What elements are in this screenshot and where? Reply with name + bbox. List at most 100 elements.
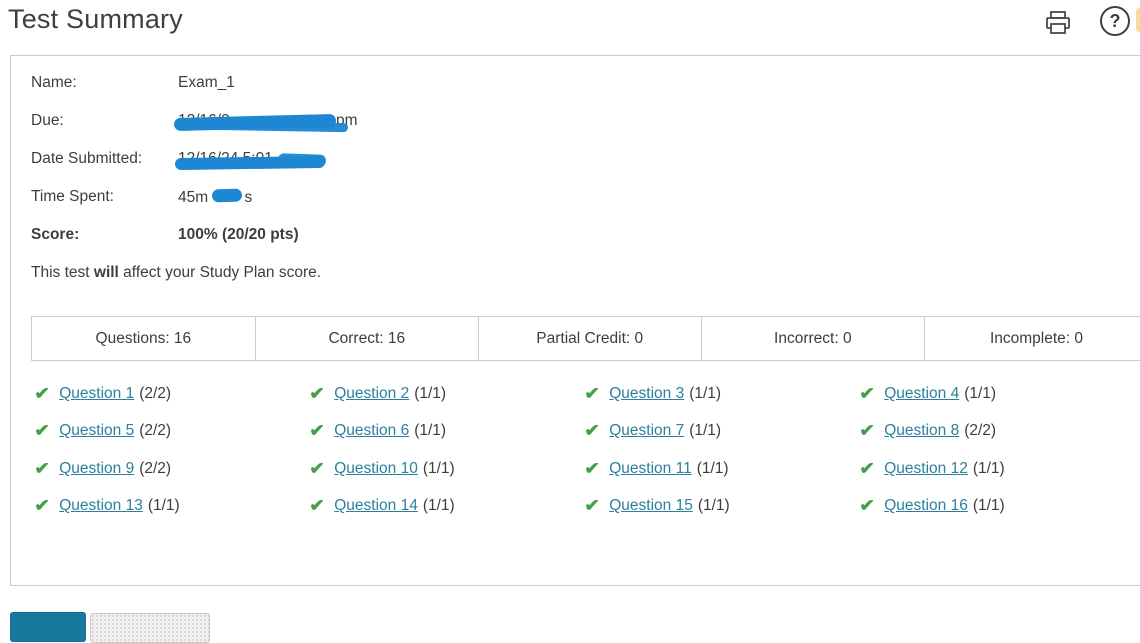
redaction-scribble bbox=[212, 188, 243, 203]
question-points: (1/1) bbox=[414, 422, 447, 440]
primary-action-button[interactable] bbox=[10, 612, 86, 642]
time-spent-label: Time Spent: bbox=[31, 188, 114, 205]
question-item: ✔ Question 5 (2/2) bbox=[34, 421, 310, 441]
question-points: (2/2) bbox=[139, 384, 172, 402]
question-link[interactable]: Question 13 bbox=[59, 497, 143, 515]
due-value-suffix: pm bbox=[336, 112, 358, 129]
checkmark-icon: ✔ bbox=[584, 383, 600, 403]
question-item: ✔ Question 9 (2/2) bbox=[34, 458, 310, 479]
question-points: (1/1) bbox=[972, 459, 1005, 477]
date-submitted-label: Date Submitted: bbox=[31, 150, 143, 167]
question-item: ✔ Question 13 (1/1) bbox=[34, 496, 310, 516]
redaction-scribble bbox=[277, 153, 327, 167]
name-label: Name: bbox=[31, 74, 77, 91]
question-item: ✔ Question 12 (1/1) bbox=[859, 458, 1135, 479]
question-link[interactable]: Question 4 bbox=[884, 384, 960, 402]
question-link[interactable]: Question 7 bbox=[609, 422, 685, 440]
checkmark-icon: ✔ bbox=[34, 421, 50, 441]
question-link[interactable]: Question 12 bbox=[884, 459, 968, 477]
print-button[interactable] bbox=[1044, 10, 1072, 36]
question-link[interactable]: Question 11 bbox=[609, 459, 692, 477]
checkmark-icon: ✔ bbox=[859, 458, 875, 478]
question-points: (2/2) bbox=[139, 422, 172, 440]
question-points: (1/1) bbox=[964, 384, 997, 402]
question-item: ✔ Question 16 (1/1) bbox=[859, 496, 1135, 516]
name-value: Exam_1 bbox=[178, 74, 235, 91]
due-value: 12/16/2 pm bbox=[173, 112, 363, 133]
question-grid: ✔ Question 1 (2/2) ✔ Question 2 (1/1) ✔ Questio… bbox=[34, 375, 1140, 525]
question-item: ✔ Question 10 (1/1) bbox=[309, 458, 585, 479]
question-points: (1/1) bbox=[422, 459, 455, 477]
stat-cell-incorrect: Incorrect: 0 bbox=[700, 316, 926, 361]
checkmark-icon: ✔ bbox=[309, 421, 325, 441]
results-summary-table: Questions: 16 Correct: 16 Partial Credit… bbox=[31, 316, 1140, 361]
header: Test Summary ? bbox=[0, 0, 1140, 46]
date-submitted-fragment: 12/16/24 5:01 bbox=[178, 150, 273, 167]
name-row: Name: Exam_1 bbox=[31, 74, 1140, 112]
secondary-action-button[interactable] bbox=[90, 613, 210, 643]
question-item: ✔ Question 8 (2/2) bbox=[859, 421, 1135, 441]
stat-cell-questions: Questions: 16 bbox=[31, 316, 256, 361]
question-item: ✔ Question 4 (1/1) bbox=[859, 383, 1135, 404]
question-points: (1/1) bbox=[422, 497, 455, 515]
question-link[interactable]: Question 8 bbox=[884, 422, 960, 440]
score-label: Score: bbox=[31, 226, 80, 243]
question-item: ✔ Question 3 (1/1) bbox=[584, 383, 860, 404]
question-points: (1/1) bbox=[696, 459, 729, 477]
page-title: Test Summary bbox=[8, 4, 183, 34]
due-row: Due: 12/16/2 pm bbox=[31, 112, 1140, 150]
statement-text: This test bbox=[31, 264, 94, 281]
checkmark-icon: ✔ bbox=[309, 383, 325, 403]
checkmark-icon: ✔ bbox=[859, 383, 875, 403]
question-item: ✔ Question 11 (1/1) bbox=[584, 458, 860, 479]
question-points: (1/1) bbox=[697, 497, 730, 515]
question-link[interactable]: Question 6 bbox=[334, 422, 410, 440]
checkmark-icon: ✔ bbox=[34, 458, 50, 478]
question-link[interactable]: Question 3 bbox=[609, 384, 685, 402]
time-spent-row: Time Spent: 45m s bbox=[31, 188, 1140, 226]
due-label: Due: bbox=[31, 112, 64, 129]
stat-cell-incomplete: Incomplete: 0 bbox=[924, 316, 1140, 361]
question-points: (2/2) bbox=[964, 422, 997, 440]
question-item: ✔ Question 14 (1/1) bbox=[309, 496, 585, 516]
question-item: ✔ Question 15 (1/1) bbox=[584, 496, 860, 516]
question-link[interactable]: Question 2 bbox=[334, 384, 410, 402]
score-row: Score: 100% (20/20 pts) bbox=[31, 226, 1140, 264]
question-link[interactable]: Question 14 bbox=[334, 497, 418, 515]
question-points: (1/1) bbox=[689, 422, 722, 440]
statement-bold-word: will bbox=[93, 264, 119, 281]
question-link[interactable]: Question 9 bbox=[59, 459, 135, 477]
statement-text: affect your Study Plan score. bbox=[118, 264, 322, 281]
question-item: ✔ Question 2 (1/1) bbox=[309, 383, 585, 404]
time-spent-suffix: s bbox=[244, 189, 253, 206]
printer-icon bbox=[1044, 11, 1072, 39]
test-info-block: Name: Exam_1 Due: 12/16/2 pm Date Submit… bbox=[11, 56, 1140, 302]
question-points: (1/1) bbox=[972, 497, 1005, 515]
question-points: (1/1) bbox=[689, 384, 722, 402]
question-points: (1/1) bbox=[414, 384, 447, 402]
checkmark-icon: ✔ bbox=[34, 496, 50, 516]
question-link[interactable]: Question 5 bbox=[59, 422, 135, 440]
question-mark-icon: ? bbox=[1109, 11, 1121, 31]
checkmark-icon: ✔ bbox=[309, 458, 325, 478]
question-link[interactable]: Question 10 bbox=[334, 459, 418, 477]
stat-cell-partial-credit: Partial Credit: 0 bbox=[477, 316, 702, 361]
question-item: ✔ Question 1 (2/2) bbox=[34, 384, 310, 404]
question-item: ✔ Question 6 (1/1) bbox=[309, 421, 585, 441]
question-link[interactable]: Question 15 bbox=[609, 497, 693, 515]
checkmark-icon: ✔ bbox=[309, 496, 325, 516]
checkmark-icon: ✔ bbox=[584, 421, 600, 441]
question-points: (1/1) bbox=[147, 497, 180, 515]
checkmark-icon: ✔ bbox=[584, 458, 600, 478]
date-submitted-value: 12/16/24 5:01 bbox=[174, 150, 363, 171]
question-link[interactable]: Question 1 bbox=[59, 384, 135, 402]
help-button[interactable]: ? bbox=[1100, 6, 1130, 36]
stat-cell-correct: Correct: 16 bbox=[254, 316, 479, 361]
checkmark-icon: ✔ bbox=[859, 421, 875, 441]
date-submitted-row: Date Submitted: 12/16/24 5:01 bbox=[31, 150, 1140, 188]
question-item: ✔ Question 7 (1/1) bbox=[584, 421, 860, 441]
question-link[interactable]: Question 16 bbox=[884, 497, 968, 515]
test-summary-panel: Name: Exam_1 Due: 12/16/2 pm Date Submit… bbox=[10, 55, 1140, 586]
checkmark-icon: ✔ bbox=[859, 496, 875, 516]
question-points: (2/2) bbox=[139, 459, 172, 477]
